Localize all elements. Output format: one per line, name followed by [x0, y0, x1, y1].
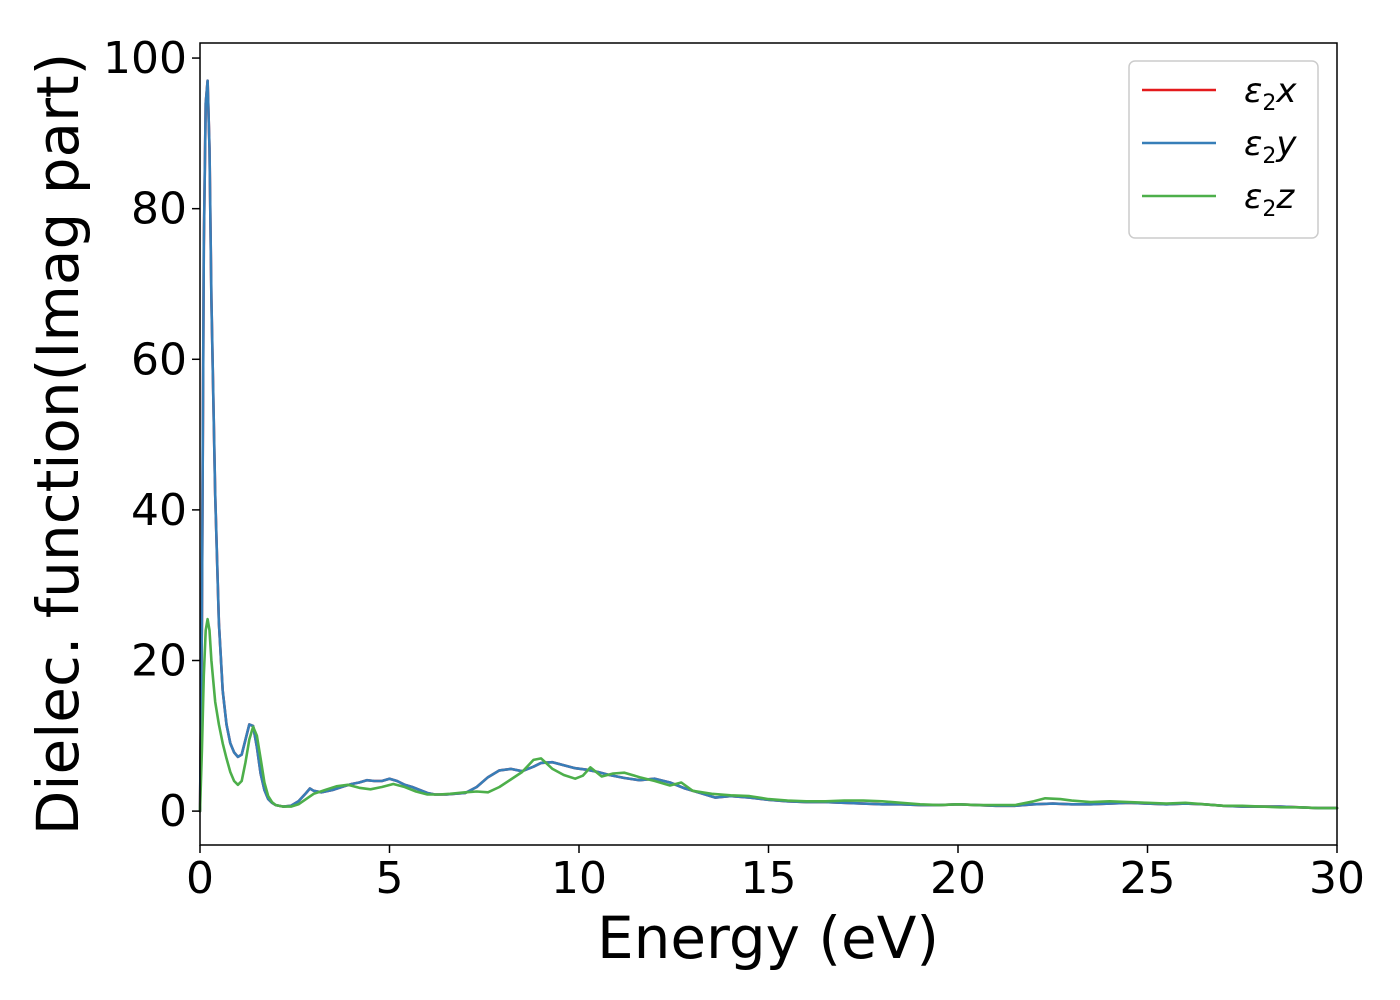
y-tick-label: 100: [103, 33, 187, 84]
y-axis-ticks: 0 20 40 60 80 100: [103, 33, 200, 837]
y-tick-label: 0: [159, 786, 187, 837]
legend: ε2x ε2y ε2z: [1128, 60, 1319, 239]
y-tick-label: 40: [131, 485, 187, 536]
x-tick-label: 25: [1120, 853, 1176, 904]
y-tick-label: 60: [131, 334, 187, 385]
y-axis-label: Dielec. function(Imag part): [24, 53, 92, 836]
x-axis-ticks: 0 5 10 15 20 25 30: [186, 845, 1365, 904]
legend-entry-label: ε2y: [1244, 124, 1297, 169]
series-lines: [198, 79, 1339, 813]
legend-entry-label: ε2z: [1244, 177, 1295, 222]
x-tick-label: 10: [551, 853, 607, 904]
x-tick-label: 15: [741, 853, 797, 904]
x-tick-label: 0: [186, 853, 214, 904]
legend-entry-label: ε2x: [1244, 71, 1297, 116]
y-tick-label: 20: [131, 636, 187, 687]
x-tick-label: 20: [930, 853, 986, 904]
series-line-y: [198, 79, 1339, 813]
x-tick-label: 5: [376, 853, 404, 904]
y-tick-label: 80: [131, 184, 187, 235]
series-line-z: [198, 617, 1339, 813]
legend-box: [1128, 60, 1319, 239]
x-tick-label: 30: [1309, 853, 1365, 904]
x-axis-label: Energy (eV): [597, 904, 939, 972]
